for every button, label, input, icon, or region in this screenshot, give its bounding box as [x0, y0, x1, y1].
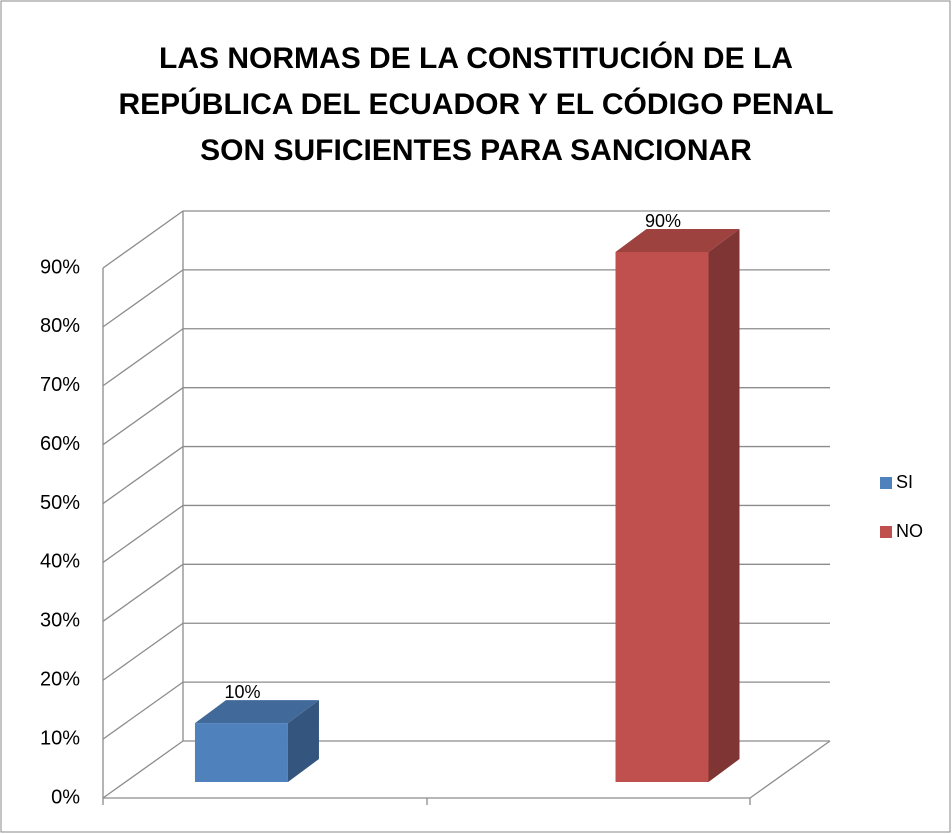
- bar: [615, 252, 709, 782]
- grid-line: [102, 740, 830, 799]
- legend-swatch: [880, 526, 892, 538]
- bar-top: [615, 229, 740, 252]
- floor-right: [749, 740, 831, 799]
- bar-side: [708, 229, 740, 782]
- value-label: 10%: [224, 682, 260, 702]
- legend-swatch: [880, 477, 892, 489]
- value-label: 90%: [645, 211, 681, 231]
- y-tick-label: 70%: [40, 374, 80, 396]
- bar: [194, 723, 288, 782]
- grid-line: [102, 622, 830, 681]
- grid-line: [102, 269, 830, 328]
- grid-line: [102, 210, 830, 269]
- chart-title: REPÚBLICA DEL ECUADOR Y EL CÓDIGO PENAL: [118, 87, 833, 121]
- y-tick-label: 20%: [40, 669, 80, 691]
- y-tick-label: 90%: [40, 256, 80, 278]
- y-tick-label: 40%: [40, 551, 80, 573]
- chart-title: SON SUFICIENTES PARA SANCIONAR: [200, 134, 752, 167]
- grid-line: [102, 445, 830, 505]
- bar-side: [287, 700, 319, 782]
- y-tick-label: 80%: [40, 315, 80, 337]
- grid-line: [102, 387, 830, 446]
- bar-top: [194, 700, 319, 724]
- grid-line: [102, 504, 830, 563]
- y-tick-label: 0%: [51, 786, 80, 808]
- legend-label: SI: [896, 472, 913, 492]
- y-tick-label: 50%: [40, 492, 80, 514]
- grid-line: [102, 328, 830, 387]
- grid-line: [102, 681, 830, 740]
- legend-label: NO: [896, 521, 923, 541]
- grid-line: [102, 563, 830, 622]
- y-tick-label: 60%: [40, 433, 80, 455]
- chart-title: LAS NORMAS DE LA CONSTITUCIÓN DE LA: [159, 41, 793, 75]
- y-tick-label: 30%: [40, 610, 80, 632]
- y-tick-label: 10%: [40, 727, 80, 749]
